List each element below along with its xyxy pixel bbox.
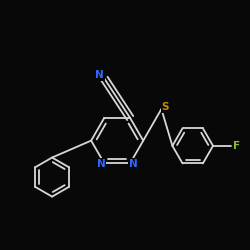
Text: N: N [129, 159, 138, 169]
Text: S: S [162, 102, 169, 112]
Text: N: N [97, 159, 106, 169]
Text: F: F [234, 141, 240, 151]
Text: N: N [96, 70, 104, 80]
